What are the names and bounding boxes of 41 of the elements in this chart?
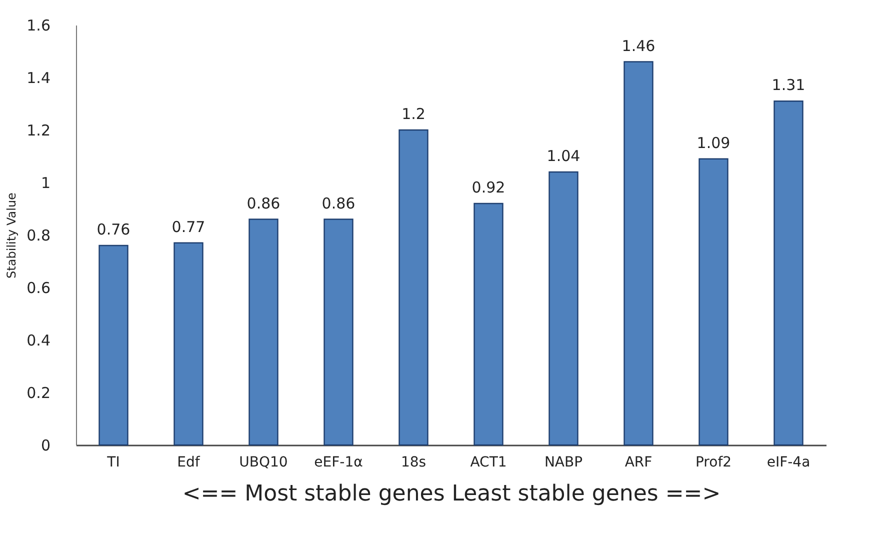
y-tick-label: 0 — [40, 436, 50, 454]
y-tick-label: 0.4 — [26, 332, 50, 350]
data-label: 0.86 — [246, 194, 280, 212]
x-tick-label: Prof2 — [695, 454, 732, 470]
y-axis-title: Stability Value — [4, 192, 19, 278]
data-label: 1.04 — [546, 147, 580, 165]
y-tick-label: 0.6 — [26, 279, 50, 297]
bar — [324, 218, 354, 446]
bar — [174, 242, 204, 446]
data-label: 0.76 — [96, 220, 130, 238]
x-tick-label: NABP — [544, 454, 583, 470]
bar — [774, 100, 804, 446]
data-label: 1.31 — [772, 76, 806, 94]
x-tick-label: UBQ10 — [239, 454, 288, 470]
x-tick-label: eEF-1α — [314, 454, 363, 470]
data-label: 1.2 — [402, 105, 426, 123]
x-tick-label: Edf — [177, 454, 201, 470]
data-label: 1.09 — [696, 134, 730, 152]
bar — [698, 158, 728, 446]
y-tick-label: 0.2 — [26, 384, 50, 402]
data-label: 0.77 — [172, 218, 206, 236]
bar — [398, 129, 428, 446]
bar — [248, 218, 278, 446]
bar — [624, 61, 654, 446]
x-axis-title: <== Most stable genes Least stable genes ==> — [182, 482, 721, 506]
y-tick-label: 1.6 — [26, 16, 50, 34]
x-tick-label: eIF-4a — [766, 454, 810, 470]
bar — [548, 171, 578, 446]
bar — [98, 244, 128, 446]
y-tick-label: 1 — [40, 174, 50, 192]
data-label: 0.86 — [322, 194, 356, 212]
x-tick-label: ACT1 — [470, 454, 507, 470]
y-tick-label: 0.8 — [26, 226, 50, 244]
data-label: 1.46 — [622, 36, 656, 55]
y-tick-label: 1.2 — [26, 122, 50, 140]
bar — [474, 202, 504, 446]
data-label: 0.92 — [472, 178, 506, 196]
x-tick-label: 18s — [400, 454, 426, 470]
y-tick-label: 1.4 — [26, 69, 50, 87]
x-tick-label: ARF — [624, 454, 652, 470]
x-tick-label: TI — [106, 454, 120, 470]
